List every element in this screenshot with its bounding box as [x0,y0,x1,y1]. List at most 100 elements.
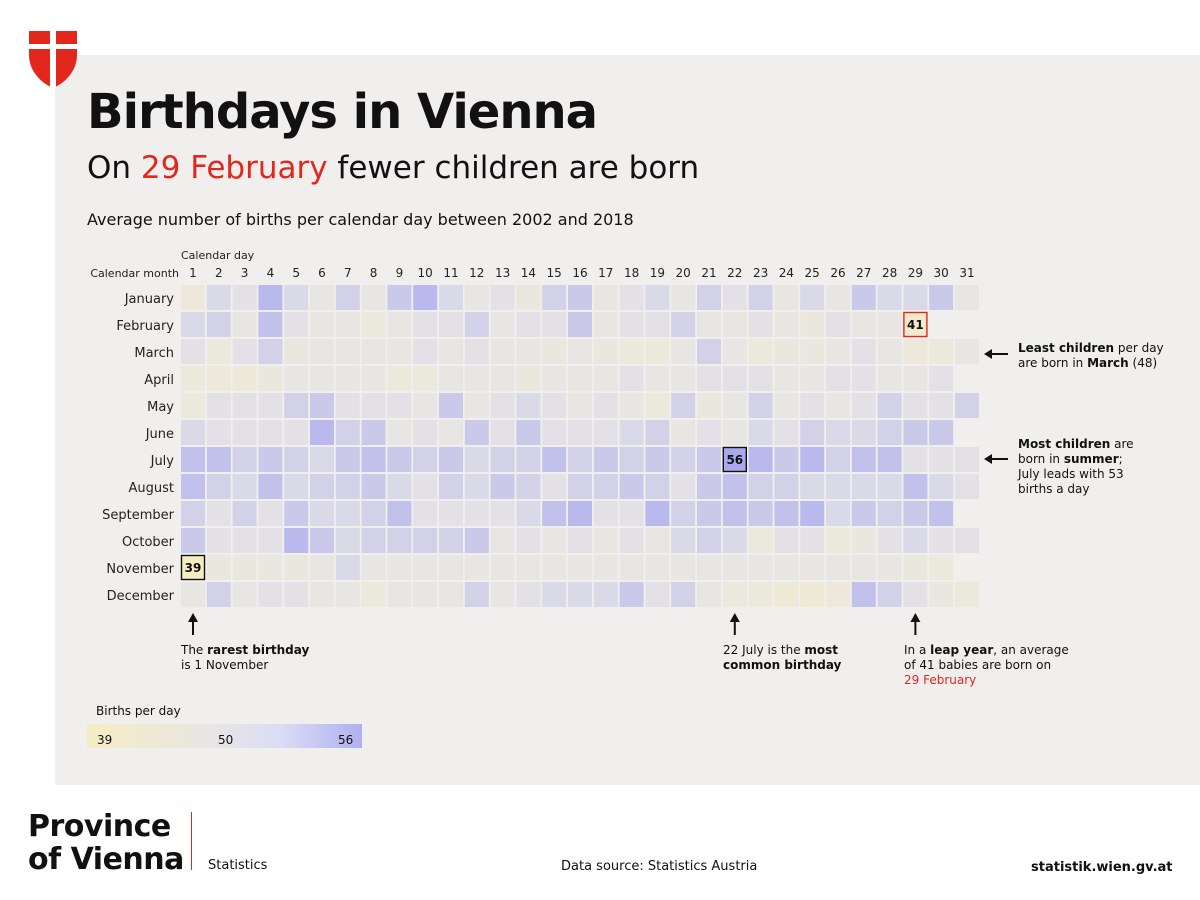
heatmap-cell [335,582,360,607]
heatmap-cell [361,474,386,499]
heatmap-cell [851,285,876,310]
footer-url[interactable]: statistik.wien.gv.at [1031,860,1173,875]
heatmap-cell [361,501,386,526]
heatmap-cell [516,312,541,337]
heatmap-cell [851,339,876,364]
heatmap-cell [361,582,386,607]
heatmap-cell [361,285,386,310]
chart-description: Average number of births per calendar da… [87,210,634,229]
heatmap-cell [516,420,541,445]
heatmap-cell [671,312,696,337]
heatmap-cell [774,312,799,337]
heatmap-cell [826,447,850,472]
heatmap-cell [361,555,386,580]
heatmap-cell [284,393,309,418]
day-tick-label: 28 [882,266,897,280]
heatmap-cell [181,285,205,310]
heatmap-cell [955,528,979,553]
heatmap-cell [697,420,721,445]
arrow-march-head [984,349,992,359]
heatmap-cell [413,528,438,553]
heatmap-cell [851,312,876,337]
heatmap-cell [748,501,773,526]
heatmap-cell [645,312,670,337]
month-label: September [102,508,175,523]
heatmap-cell [284,420,309,445]
footer-divider [191,812,192,870]
heatmap-cell [722,528,747,553]
heatmap-cell [310,312,334,337]
heatmap-cell [258,393,283,418]
heatmap-cell [181,528,205,553]
heatmap-cell [877,285,902,310]
heatmap-cell [413,474,438,499]
heatmap-cell [671,555,696,580]
heatmap-cell [516,339,541,364]
heatmap-cell [232,447,257,472]
heatmap-cell [181,420,205,445]
heatmap-cell [697,312,721,337]
heatmap-cell [774,528,799,553]
heatmap-cell [800,339,825,364]
legend-label-max: 56 [338,733,354,747]
heatmap-cell [310,447,334,472]
heatmap-cell [568,285,592,310]
heatmap-cell [619,366,644,391]
heatmap-cell [516,555,541,580]
heatmap-cell [593,285,618,310]
heatmap-cell [413,285,438,310]
day-tick-label: 25 [805,266,820,280]
heatmap-cell [697,474,721,499]
heatmap-cell [800,447,825,472]
heatmap-cell [568,393,592,418]
heatmap-cell [258,285,283,310]
heatmap-cell [645,555,670,580]
heatmap-cell [800,582,825,607]
heatmap-cell [593,528,618,553]
heatmap-cell [748,447,773,472]
heatmap-cell [568,312,592,337]
day-tick-label: 1 [189,266,197,280]
heatmap-cell [464,555,489,580]
day-tick-label: 4 [267,266,275,280]
day-tick-label: 8 [370,266,378,280]
heatmap-cell [929,555,954,580]
heatmap-cell [490,393,515,418]
heatmap-cell [310,339,334,364]
month-label: March [134,346,174,361]
heatmap-cell [542,447,567,472]
heatmap-cell [774,555,799,580]
heatmap-cell [671,339,696,364]
heatmap-cell [877,447,902,472]
heatmap-cell [955,582,979,607]
heatmap-cell [516,582,541,607]
heatmap-cell [593,555,618,580]
heatmap-cell [464,366,489,391]
day-tick-label: 16 [572,266,587,280]
day-tick-label: 9 [396,266,404,280]
heatmap-cell [361,447,386,472]
heatmap-cell [361,420,386,445]
heatmap-cell [439,582,463,607]
heatmap-cell [593,474,618,499]
heatmap-cell [310,474,334,499]
heatmap-cell [645,285,670,310]
heatmap-cell [697,528,721,553]
heatmap-cell [826,501,850,526]
heatmap-cell [284,285,309,310]
heatmap-cell [490,420,515,445]
heatmap-cell [232,474,257,499]
heatmap-cell [464,312,489,337]
heatmap-cell [903,555,928,580]
heatmap-cell [774,474,799,499]
heatmap-cell [413,501,438,526]
heatmap-cell [232,393,257,418]
heatmap-cell [774,420,799,445]
heatmap-cell [800,555,825,580]
highlighted-cell [722,446,747,473]
heatmap-cell [851,555,876,580]
heatmap-cell [335,501,360,526]
page-title: Birthdays in Vienna [87,84,598,140]
heatmap-cell [697,339,721,364]
month-label: October [122,535,175,550]
